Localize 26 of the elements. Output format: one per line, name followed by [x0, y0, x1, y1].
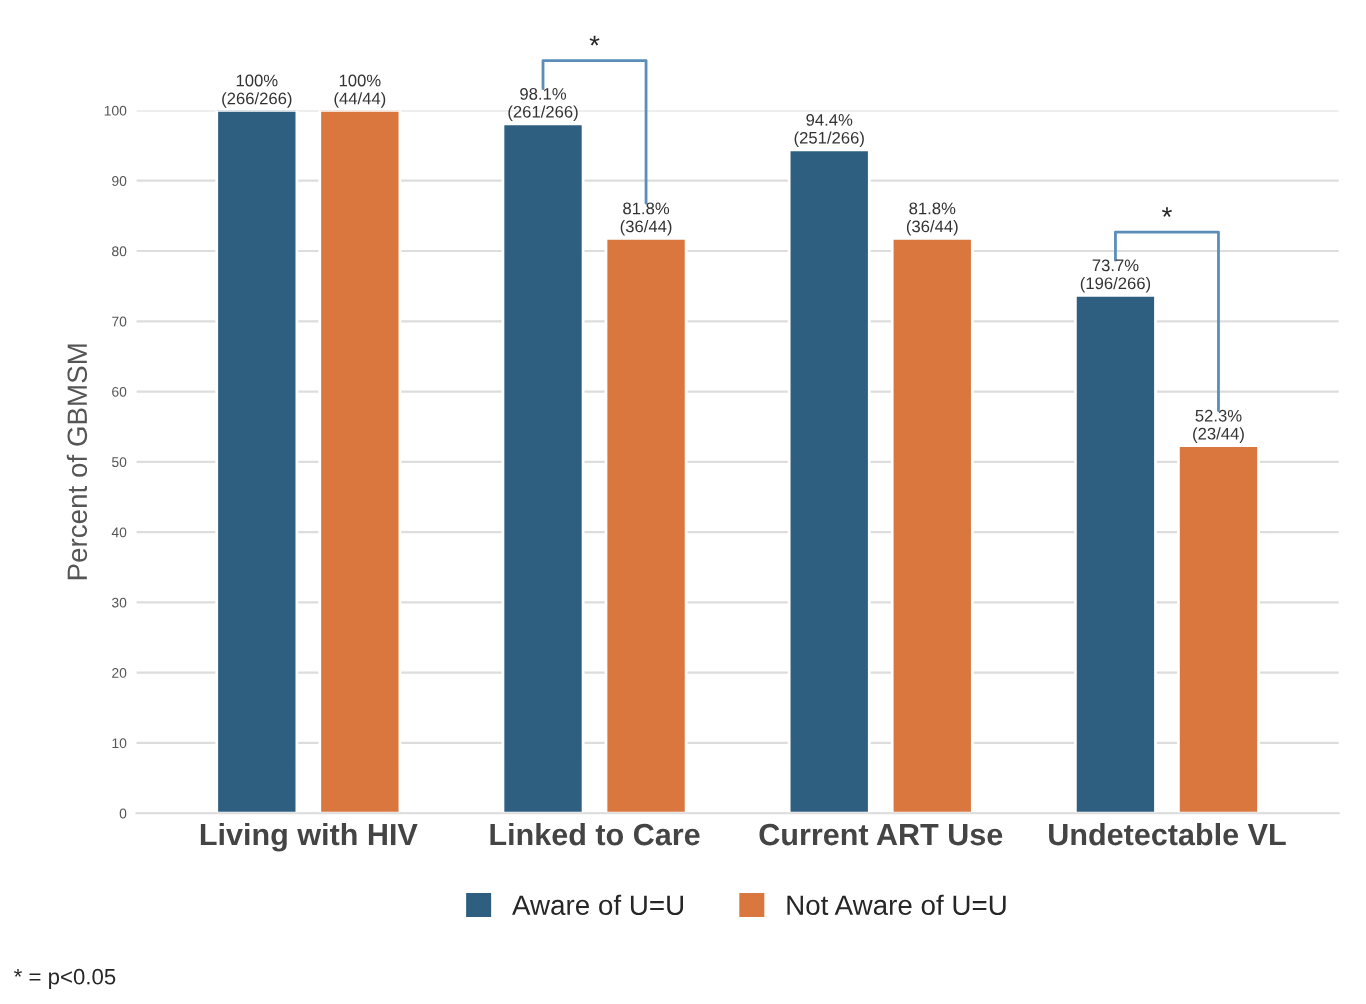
x-tick-label: Linked to Care [490, 822, 700, 846]
data-label: 100% (44/44) [334, 74, 386, 108]
legend-label: Aware of U=U [512, 894, 684, 916]
annotation: * [1162, 207, 1172, 217]
data-label: 100% (266/266) [222, 74, 292, 108]
x-tick-label: Living with HIV [200, 822, 418, 852]
x-tick-label: Current ART Use [759, 823, 1003, 846]
data-label: 52.3% (23/44) [1193, 409, 1244, 443]
data-label: 73.7% (196/266) [1080, 259, 1151, 293]
data-label: 81.8% (36/44) [620, 202, 672, 236]
bar [787, 148, 871, 814]
bar [318, 110, 402, 814]
bar [604, 236, 688, 814]
legend-label: Not Aware of U=U [787, 894, 1006, 916]
bar [1177, 444, 1260, 814]
data-label: 81.8% (36/44) [906, 202, 958, 236]
text: * [589, 35, 600, 46]
bar [215, 110, 299, 814]
data-label: 98.1% (261/266) [508, 87, 578, 122]
bar [1073, 293, 1157, 814]
bar [501, 122, 585, 814]
y-axis-title: Percent of GBMSM [66, 344, 88, 580]
x-tick-label: Undetectable VL [1049, 822, 1286, 846]
text: * = p<0.05 [14, 968, 116, 989]
data-label: 94.4% (251/266) [794, 113, 864, 148]
bar [890, 236, 974, 814]
